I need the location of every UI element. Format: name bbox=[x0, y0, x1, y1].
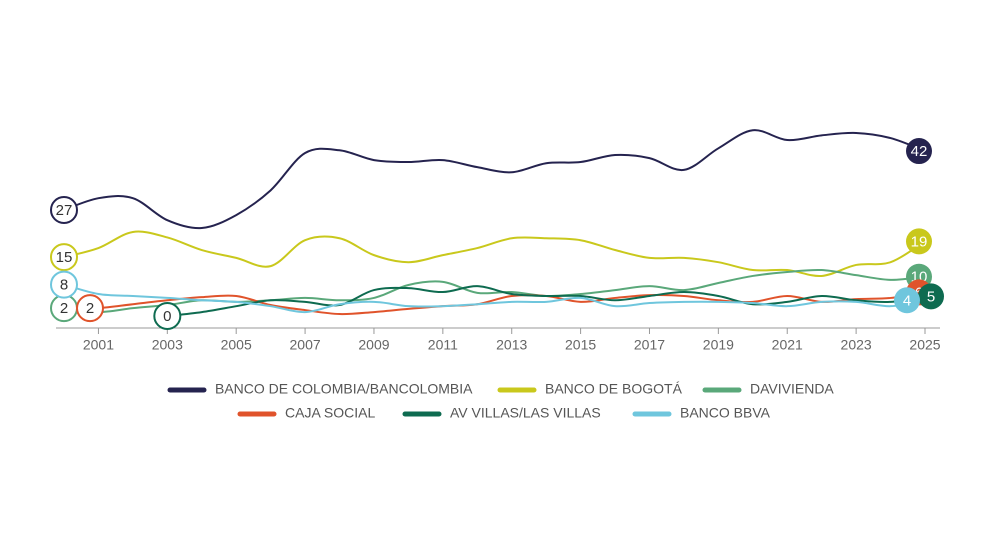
series-line bbox=[63, 291, 926, 316]
series-line bbox=[63, 283, 926, 314]
x-tick-label: 2001 bbox=[83, 337, 114, 353]
x-tick-label: 2017 bbox=[634, 337, 665, 353]
end-label: 4 bbox=[903, 292, 911, 309]
end-label-badge bbox=[918, 283, 944, 310]
start-label: 2 bbox=[86, 300, 94, 317]
x-tick-label: 2023 bbox=[841, 337, 872, 353]
series-line bbox=[167, 285, 926, 317]
end-label-badge bbox=[906, 228, 932, 255]
start-label-badge bbox=[76, 294, 104, 323]
x-tick-label: 2009 bbox=[358, 337, 389, 353]
start-label: 15 bbox=[56, 249, 73, 266]
x-tick-label: 2021 bbox=[772, 337, 803, 353]
legend-label: DAVIVIENDA bbox=[750, 381, 834, 397]
legend-label: BANCO DE BOGOTÁ bbox=[545, 381, 683, 397]
x-tick-label: 2011 bbox=[428, 337, 458, 353]
legend-label: BANCO DE COLOMBIA/BANCOLOMBIA bbox=[215, 381, 473, 397]
legend-label: AV VILLAS/LAS VILLAS bbox=[450, 405, 601, 421]
x-tick-label: 2019 bbox=[703, 337, 734, 353]
start-label-badge bbox=[50, 195, 78, 224]
x-tick-label: 2003 bbox=[152, 337, 183, 353]
x-tick-label: 2007 bbox=[290, 337, 321, 353]
end-label-badge bbox=[906, 138, 932, 165]
legend-label: BANCO BBVA bbox=[680, 405, 771, 421]
x-tick-label: 2013 bbox=[496, 337, 527, 353]
series-line bbox=[63, 230, 926, 277]
x-tick-label: 2025 bbox=[909, 337, 940, 353]
end-label: 42 bbox=[911, 143, 928, 160]
start-label: 2 bbox=[60, 300, 68, 317]
end-label: 19 bbox=[911, 233, 928, 250]
start-label-badge bbox=[153, 302, 182, 330]
end-label-badge bbox=[894, 287, 920, 314]
end-label: 5 bbox=[927, 288, 935, 305]
x-tick-label: 2005 bbox=[221, 337, 252, 353]
start-label-badge bbox=[50, 270, 78, 299]
start-label: 0 bbox=[163, 308, 171, 325]
start-label: 8 bbox=[60, 277, 68, 294]
start-label: 27 bbox=[56, 202, 73, 219]
x-tick-label: 2015 bbox=[565, 337, 596, 353]
series-line bbox=[63, 129, 926, 230]
legend-label: CAJA SOCIAL bbox=[285, 405, 375, 421]
start-label-badge bbox=[50, 243, 78, 272]
